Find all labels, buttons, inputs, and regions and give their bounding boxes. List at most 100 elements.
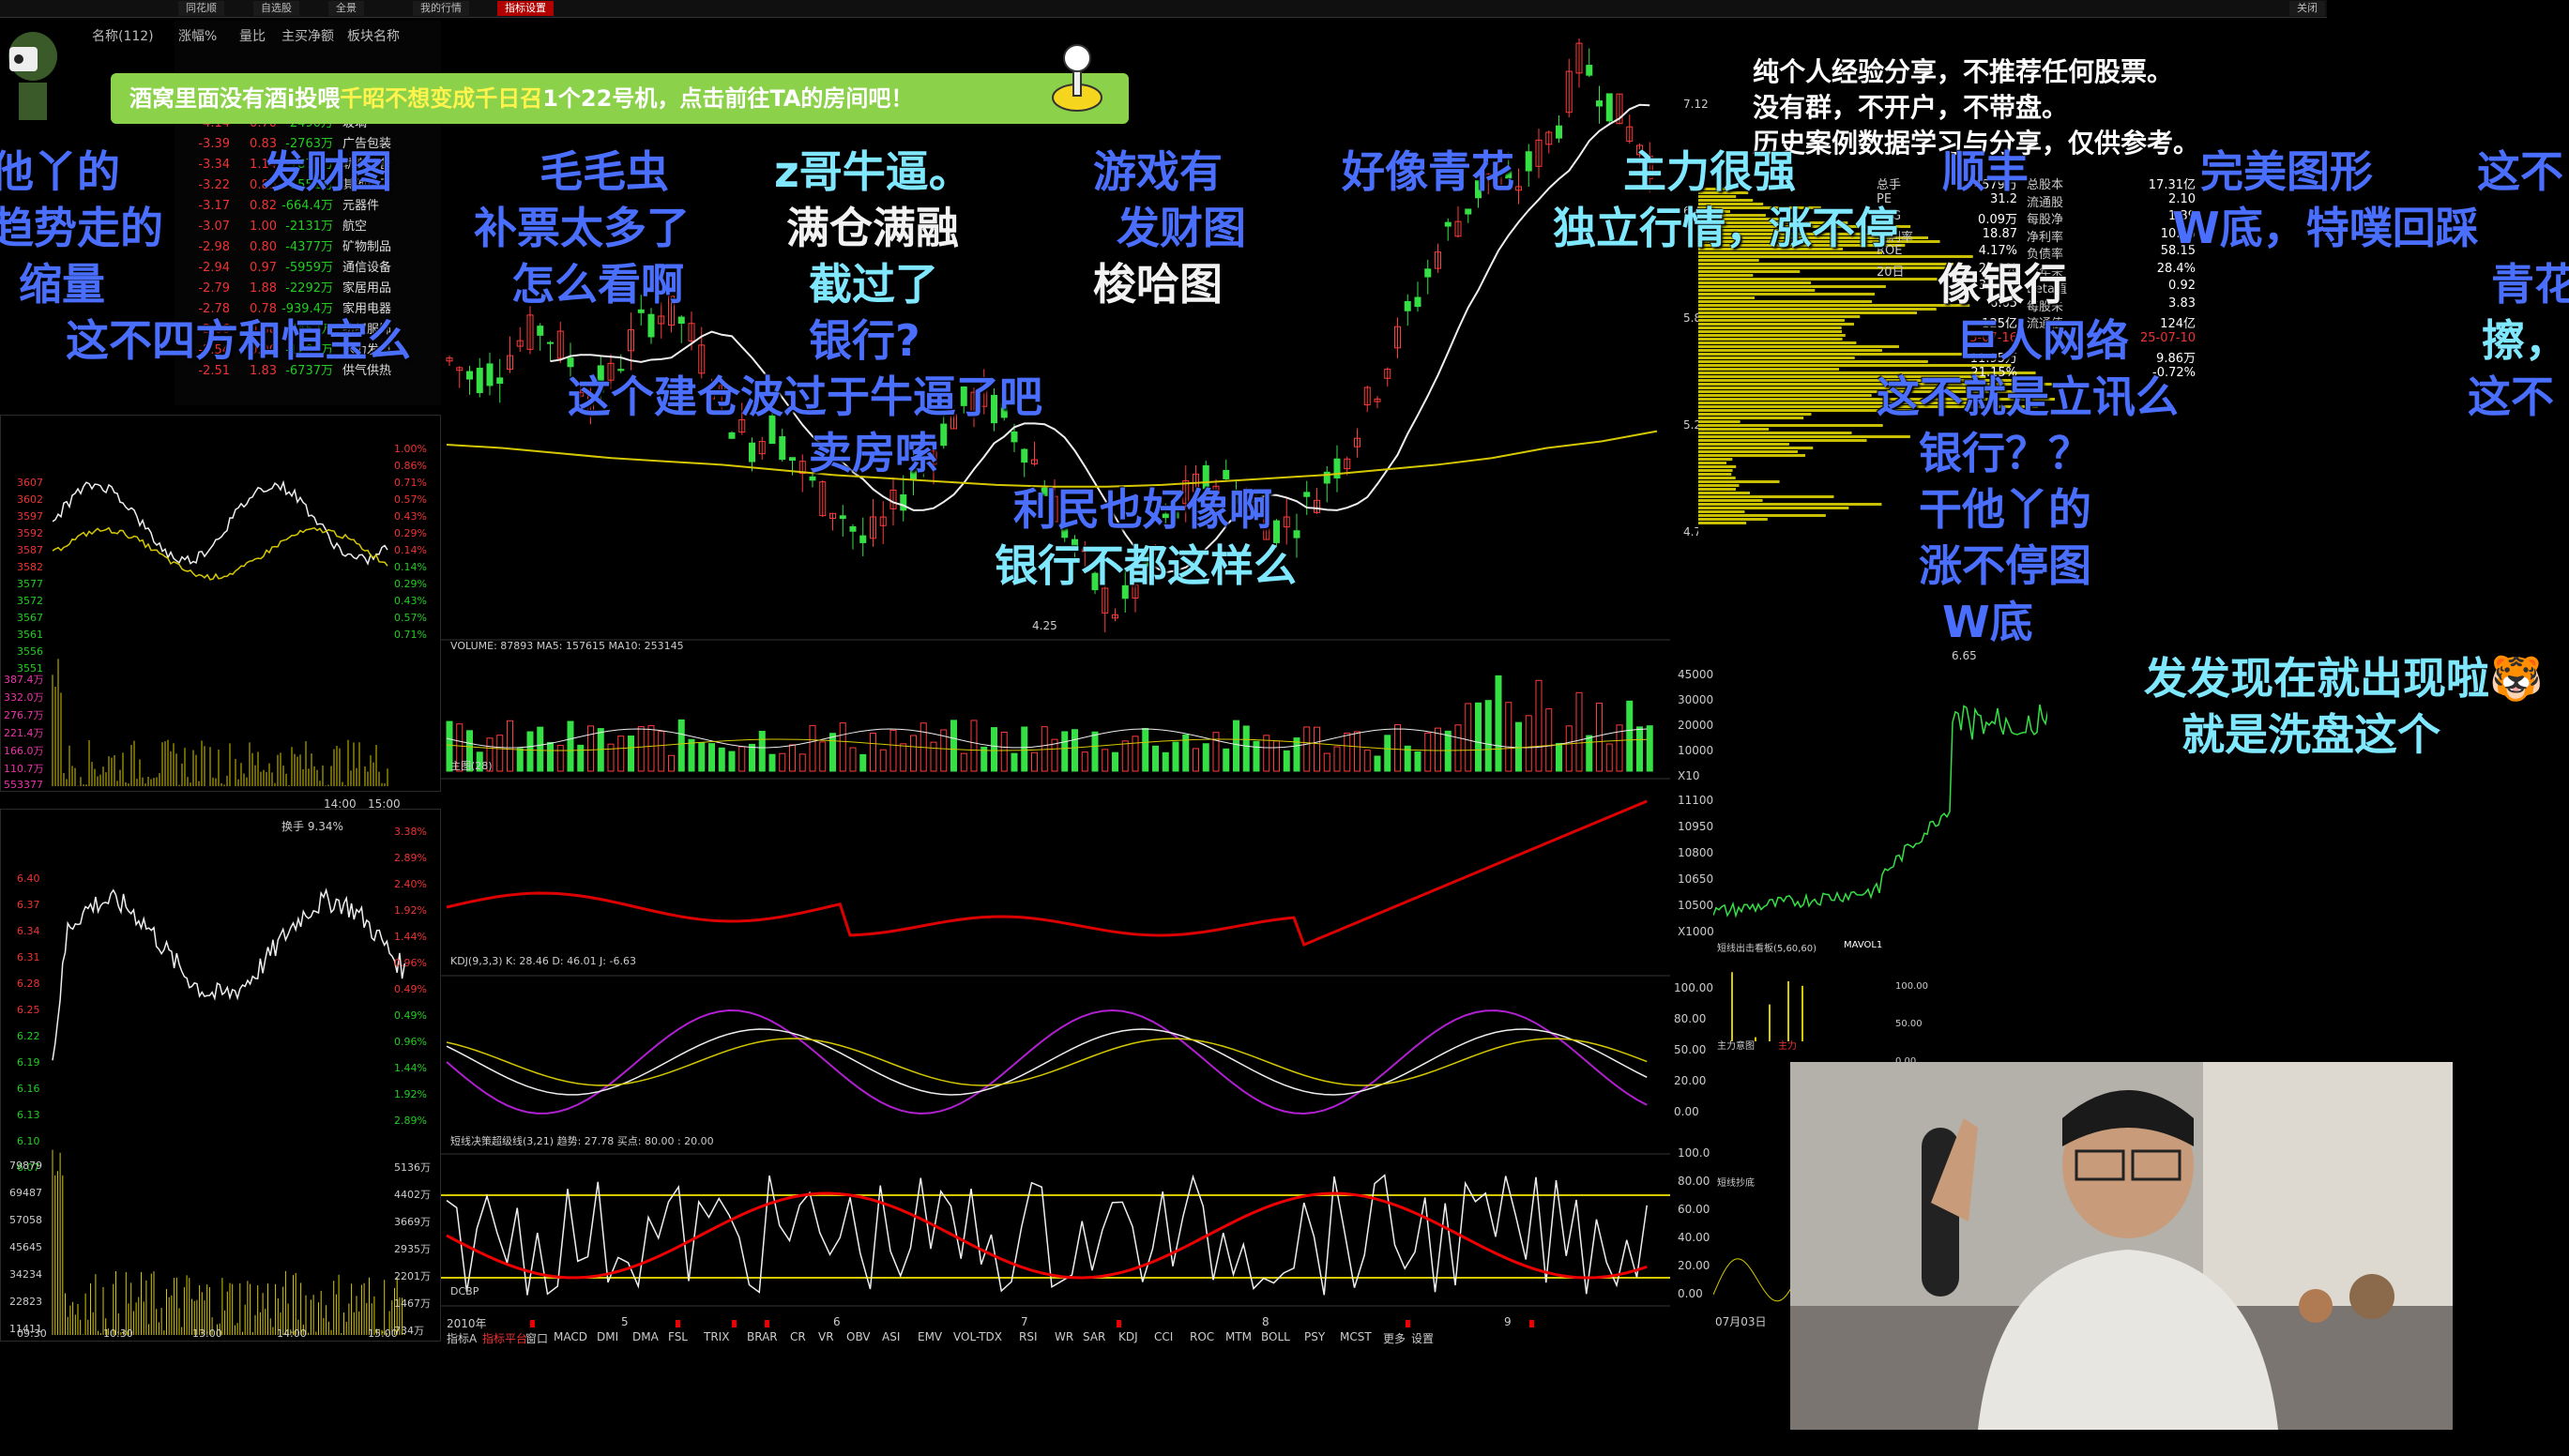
top-tab-4[interactable]: 我的行情: [413, 1, 469, 16]
top-toolbar: 同花顺 自选股 全景 我的行情 指标设置 关闭: [0, 0, 2327, 18]
chip-bar: [1698, 214, 1766, 217]
top-tab-1[interactable]: 同花顺: [178, 1, 224, 16]
chip-bar: [1698, 296, 1756, 299]
indicator-tab[interactable]: RSI: [1019, 1330, 1038, 1343]
stock-time-tick: 10:30: [103, 1327, 133, 1340]
cell-net: -1874万: [285, 158, 333, 172]
vol-ma10: [446, 738, 1648, 751]
table-row[interactable]: -2.66 0.88 -4452万 纺织服饰: [178, 321, 418, 340]
candle-body: [456, 367, 464, 372]
table-row[interactable]: -2.78 0.78 -939.4万 家用电器: [178, 300, 418, 319]
indicator-tab[interactable]: 指标A: [447, 1332, 478, 1345]
kdj-tick: 100.00: [1674, 981, 1713, 994]
dcbp-mark: [1117, 1320, 1121, 1327]
top-tab-active[interactable]: 指标设置: [497, 1, 554, 16]
cell-vr: 0.88: [250, 323, 277, 337]
table-row[interactable]: -3.07 1.00 -2131万 航空: [178, 218, 418, 236]
index-vol-tick: 110.7万: [4, 763, 44, 775]
indicator-tab[interactable]: FSL: [668, 1330, 688, 1343]
chip-bar: [1698, 507, 1849, 509]
fin-v2: 9.86万: [2156, 352, 2196, 366]
candle-body: [819, 481, 827, 517]
col-header-vr[interactable]: 量比: [239, 29, 266, 44]
cell-chg: -3.17: [198, 199, 230, 213]
indicator-tab[interactable]: MACD: [554, 1330, 587, 1343]
volume-bar: [1193, 748, 1199, 772]
volume-bar: [1051, 738, 1058, 772]
cell-chg: -3.39: [198, 137, 230, 151]
index-price-tick: 3572: [17, 595, 43, 607]
indicator-tab[interactable]: DMA: [632, 1330, 659, 1343]
index-vol-tick: 553377: [4, 779, 43, 791]
indicator-tab[interactable]: CR: [790, 1330, 806, 1343]
table-row[interactable]: -3.39 0.83 -2763万 广告包装: [178, 135, 418, 154]
top-tab-2[interactable]: 自选股: [253, 1, 299, 16]
table-row[interactable]: -3.17 0.82 -664.4万 元器件: [178, 197, 418, 216]
table-row[interactable]: -3.34 1.14 -1874万 轨交设备: [178, 156, 418, 174]
volume-bar: [516, 748, 524, 772]
indicator-tab[interactable]: EMV: [918, 1330, 943, 1343]
indicator-tab[interactable]: SAR: [1083, 1330, 1106, 1343]
gift-banner[interactable]: 酒窝里面没有酒i投喂千昭不想变成千日召1个22号机，点击前往TA的房间吧！: [111, 73, 1129, 124]
indicator-tab[interactable]: MTM: [1225, 1330, 1253, 1343]
kdj-tick: 50.00: [1674, 1043, 1707, 1056]
table-row[interactable]: -2.98 0.80 -4377万 矿物制品: [178, 238, 418, 257]
indicator-tab[interactable]: WR: [1055, 1330, 1074, 1343]
chip-bar: [1698, 409, 1915, 412]
vol-tick: X10: [1678, 769, 1700, 782]
candle-body: [718, 385, 725, 395]
indicator-tab[interactable]: 指标平台: [482, 1332, 528, 1345]
volume-bar: [1253, 740, 1260, 772]
indicator-tab[interactable]: 窗口: [525, 1332, 549, 1345]
candle-body: [1556, 125, 1562, 139]
col-header-name[interactable]: 名称(112): [92, 29, 154, 44]
indicator-tab[interactable]: BOLL: [1261, 1330, 1290, 1343]
table-row[interactable]: -2.54 0.90 -1209万 水力发电: [178, 341, 418, 360]
chip-bar: [1698, 465, 1737, 468]
table-row[interactable]: -2.79 1.88 -2292万 家居用品: [178, 280, 418, 298]
indicator-tab[interactable]: 更多: [1383, 1332, 1406, 1345]
indicator-tab[interactable]: TRIX: [704, 1330, 730, 1343]
indicator-tab[interactable]: KDJ: [1118, 1330, 1138, 1343]
indicator-tab[interactable]: OBV: [846, 1330, 871, 1343]
stock-price-tick: 6.34: [17, 925, 40, 937]
cell-chg: -2.98: [198, 240, 230, 254]
chip-bar: [1698, 379, 2017, 382]
col-header-sector[interactable]: 板块名称: [347, 29, 400, 44]
indicator-tab[interactable]: CCI: [1154, 1330, 1174, 1343]
candle-body: [698, 344, 706, 374]
stock-time-tick: 14:00: [277, 1327, 307, 1340]
osc-label: 短线决策超级线(3,21) 趋势: 27.78 买点: 80.00 : 20.0…: [450, 1135, 714, 1147]
indicator-tab[interactable]: BRAR: [747, 1330, 778, 1343]
index-vol-tick: 166.0万: [4, 745, 44, 757]
indicator-tab[interactable]: MCST: [1340, 1330, 1372, 1343]
candle-body: [809, 476, 816, 481]
index-vol-tick: 387.4万: [4, 674, 44, 686]
cell-name: 广告包装: [342, 137, 392, 151]
top-tab-3[interactable]: 全景: [328, 1, 364, 16]
ma-long-line: [446, 430, 1658, 488]
col-header-chg[interactable]: 涨幅%: [178, 29, 218, 44]
close-button[interactable]: 关闭: [2289, 1, 2325, 16]
chip-bar: [1698, 191, 1749, 194]
indicator-tab[interactable]: ASI: [882, 1330, 901, 1343]
table-row[interactable]: -2.51 1.83 -6737万 供气供热: [178, 362, 418, 381]
col-header-net[interactable]: 主买净额: [281, 29, 334, 44]
right-axis1-tick: 0.00: [1895, 1056, 1916, 1067]
indicator-tab[interactable]: 设置: [1411, 1332, 1435, 1345]
chip-bar: [1698, 323, 1854, 326]
table-row[interactable]: -3.22 0.85 -1551万 其他电子: [178, 176, 418, 195]
indicator-tab[interactable]: ROC: [1190, 1330, 1215, 1343]
indicator-tab[interactable]: VR: [818, 1330, 834, 1343]
indicator-tab[interactable]: VOL-TDX: [953, 1330, 1002, 1343]
stock-time-tick: 09:30: [17, 1327, 47, 1340]
indicator-tab[interactable]: DMI: [597, 1330, 619, 1343]
candle-body: [798, 461, 806, 475]
chip-bar: [1698, 394, 1872, 397]
cell-net: -2292万: [285, 281, 333, 296]
table-row[interactable]: -2.94 0.97 -5959万 通信设备: [178, 259, 418, 278]
indicator-tab[interactable]: PSY: [1304, 1330, 1326, 1343]
volume-bar: [647, 725, 655, 772]
right-label4: 主力: [1778, 1041, 1797, 1052]
chip-bar: [1698, 480, 1780, 483]
